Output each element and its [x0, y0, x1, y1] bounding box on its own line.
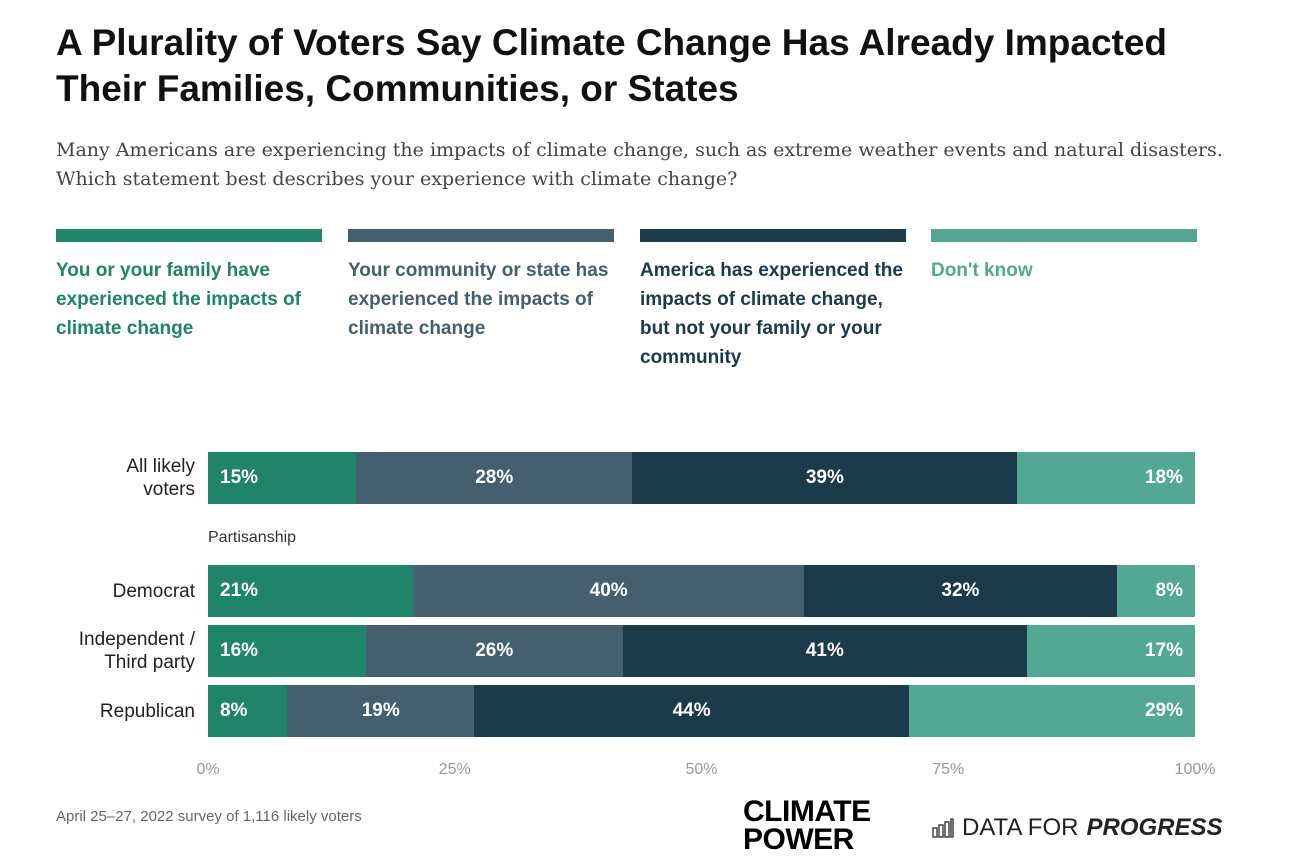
- data-label: 16%: [220, 640, 259, 661]
- bar-segment: 32%: [804, 565, 1117, 617]
- x-tick-label: 50%: [685, 761, 718, 778]
- x-tick-label: 75%: [932, 761, 965, 778]
- bar-segment: 8%: [208, 685, 287, 737]
- bar-chart-icon: [932, 818, 954, 838]
- legend-swatch: [640, 229, 906, 242]
- legend-item: America has experienced the impacts of c…: [640, 229, 906, 372]
- bar-segment: 41%: [622, 625, 1028, 677]
- data-label: 39%: [805, 467, 844, 488]
- legend-swatch: [56, 229, 322, 242]
- row-label: Independent / Third party: [78, 629, 195, 673]
- group-label: Partisanship: [208, 529, 297, 546]
- bar-segment: 15%: [208, 452, 357, 504]
- data-label: 29%: [1144, 700, 1183, 721]
- legend-item: Your community or state has experienced …: [348, 229, 614, 343]
- row-label: Republican: [99, 700, 195, 722]
- legend-swatch: [348, 229, 614, 242]
- chart-title: A Plurality of Voters Say Climate Change…: [56, 22, 1168, 109]
- data-for-progress-logo: DATA FOR PROGRESS: [932, 814, 1222, 842]
- bar-segment: 44%: [474, 685, 909, 737]
- data-label: 18%: [1144, 467, 1183, 488]
- data-label: 17%: [1144, 640, 1183, 661]
- row-label: Democrat: [112, 580, 195, 602]
- legend-label: America has experienced the impacts of c…: [640, 260, 903, 368]
- data-label: 8%: [220, 700, 248, 721]
- bar-segment: 21%: [208, 565, 414, 617]
- data-label: 21%: [220, 580, 259, 601]
- legend-label: Don't know: [931, 260, 1033, 281]
- legend-item: You or your family have experienced the …: [56, 229, 322, 343]
- data-label: 40%: [589, 580, 628, 601]
- dfp-text-bold: PROGRESS: [1086, 814, 1223, 841]
- data-label: 41%: [805, 640, 844, 661]
- bar-segment: 40%: [413, 565, 805, 617]
- data-label: 15%: [220, 467, 259, 488]
- bar-segment: 8%: [1116, 565, 1195, 617]
- data-label: 26%: [475, 640, 514, 661]
- legend-label: Your community or state has experienced …: [348, 260, 609, 339]
- x-tick-label: 0%: [196, 761, 220, 778]
- bar-segment: 26%: [365, 625, 623, 677]
- bar-segment: 19%: [286, 685, 475, 737]
- x-tick-label: 100%: [1174, 761, 1216, 778]
- bar-row: 8% 19% 44% 29%: [208, 685, 1195, 737]
- bar-row: 21% 40% 32% 8%: [208, 565, 1195, 617]
- chart-subtitle: Many Americans are experiencing the impa…: [56, 139, 1223, 190]
- legend-item: Don't know: [931, 229, 1197, 285]
- bar-segment: 18%: [1017, 452, 1195, 504]
- data-label: 44%: [672, 700, 711, 721]
- row-label: All likely voters: [126, 456, 195, 500]
- bar-segment: 16%: [208, 625, 366, 677]
- data-label: 19%: [361, 700, 400, 721]
- x-tick-label: 25%: [438, 761, 471, 778]
- data-label: 28%: [475, 467, 514, 488]
- bar-row: 16% 26% 41% 17%: [208, 625, 1195, 677]
- bar-segment: 39%: [632, 452, 1018, 504]
- legend-label: You or your family have experienced the …: [56, 260, 301, 339]
- bar-segment: 17%: [1027, 625, 1195, 677]
- legend-swatch: [931, 229, 1197, 242]
- bar-segment: 28%: [356, 452, 633, 504]
- bar-row: 15% 28% 39% 18%: [208, 452, 1195, 504]
- dfp-text: DATA FOR: [962, 814, 1079, 841]
- data-label: 32%: [941, 580, 980, 601]
- climate-power-logo: CLIMATE POWER: [743, 795, 871, 856]
- data-label: 8%: [1155, 580, 1183, 601]
- source-note: April 25–27, 2022 survey of 1,116 likely…: [56, 808, 362, 825]
- bar-segment: 29%: [908, 685, 1195, 737]
